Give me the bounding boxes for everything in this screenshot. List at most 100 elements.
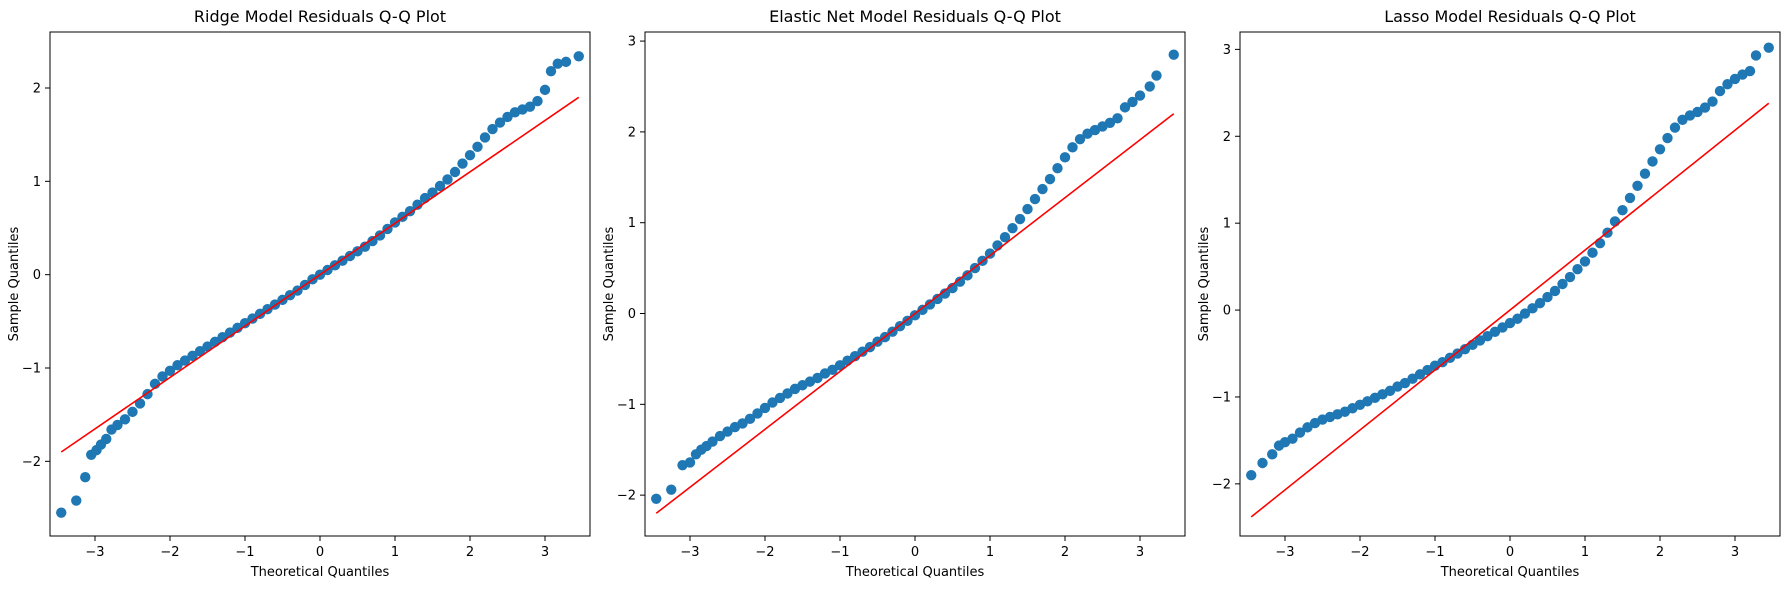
data-point: [1763, 42, 1774, 53]
data-point: [412, 199, 423, 210]
data-point: [1482, 330, 1493, 342]
data-point: [1639, 168, 1651, 179]
x-tick-label: −2: [755, 545, 774, 560]
data-point: [573, 51, 584, 62]
data-point: [1074, 133, 1086, 145]
y-tick-label: 0: [1223, 304, 1231, 319]
y-tick-label: 1: [628, 216, 636, 231]
data-point: [112, 419, 123, 431]
data-point: [1287, 433, 1298, 444]
y-tick-label: −2: [617, 489, 636, 504]
data-point: [932, 293, 943, 305]
data-point: [752, 408, 763, 419]
data-point: [1007, 222, 1018, 234]
data-point: [1707, 96, 1718, 107]
data-point: [1489, 326, 1501, 337]
y-tick-label: −1: [617, 398, 636, 413]
data-point: [1127, 96, 1138, 108]
data-point: [352, 246, 363, 257]
data-point: [1750, 50, 1762, 61]
data-point: [1104, 117, 1116, 129]
x-axis-label: Theoretical Quantiles: [845, 565, 985, 580]
data-point: [1722, 78, 1733, 90]
y-tick-label: 2: [1223, 130, 1231, 145]
data-point: [1437, 357, 1448, 368]
data-point: [232, 322, 243, 334]
x-tick-label: 3: [1731, 545, 1739, 560]
data-point: [939, 288, 951, 299]
data-point: [1422, 364, 1433, 376]
data-point: [194, 346, 206, 357]
data-point: [127, 406, 138, 418]
x-tick-label: 0: [1506, 545, 1514, 560]
data-point: [1029, 193, 1041, 205]
data-point: [487, 123, 498, 135]
y-tick-label: −1: [22, 362, 41, 377]
data-point: [722, 426, 733, 437]
y-tick-label: 1: [33, 175, 41, 190]
data-point: [1512, 313, 1523, 324]
data-point: [1549, 285, 1561, 297]
data-point: [834, 360, 846, 371]
data-point: [1654, 144, 1666, 155]
y-tick-label: 0: [628, 307, 636, 322]
data-point: [1044, 173, 1056, 185]
data-point: [1067, 142, 1078, 153]
data-point: [247, 313, 258, 324]
x-tick-label: −3: [1275, 545, 1294, 560]
data-point: [827, 364, 838, 376]
y-tick-label: 1: [1223, 217, 1231, 232]
x-tick-label: −1: [235, 545, 254, 560]
chart-title: Elastic Net Model Residuals Q-Q Plot: [769, 7, 1061, 26]
x-axis-label: Theoretical Quantiles: [250, 565, 390, 580]
data-point: [457, 158, 468, 169]
data-point: [479, 132, 491, 143]
y-tick-label: 2: [628, 125, 636, 140]
data-point: [172, 360, 183, 371]
x-tick-label: −1: [830, 545, 849, 560]
data-point: [1677, 114, 1688, 125]
data-point: [532, 95, 543, 107]
reference-line: [1250, 102, 1770, 518]
data-point: [472, 141, 483, 152]
x-tick-label: 2: [466, 545, 474, 560]
data-point: [80, 472, 91, 483]
data-point: [1662, 132, 1673, 144]
data-point: [1557, 278, 1568, 290]
data-point: [374, 230, 386, 241]
data-point: [1014, 213, 1026, 225]
x-tick-label: 1: [1581, 545, 1589, 560]
data-point: [1542, 291, 1553, 303]
data-point: [1744, 65, 1756, 77]
x-tick-label: −2: [1350, 545, 1369, 560]
qq-panel-2: Lasso Model Residuals Q-Q Plot −3 −2 −1 0 1 2 3…: [1197, 7, 1781, 580]
data-point: [1519, 308, 1531, 319]
data-point: [119, 414, 131, 425]
y-axis-label: Sample Quantiles: [602, 226, 617, 341]
data-point: [1729, 73, 1741, 85]
data-point: [984, 248, 996, 259]
data-point: [1692, 106, 1703, 118]
data-point: [1168, 49, 1179, 60]
data-point: [1119, 102, 1131, 113]
data-point: [1246, 469, 1257, 481]
data-point: [857, 346, 868, 357]
data-point: [1059, 152, 1071, 163]
data-point: [962, 270, 973, 281]
data-point: [434, 180, 446, 192]
data-point: [1302, 422, 1313, 433]
data-point: [1609, 216, 1621, 227]
x-tick-label: 3: [541, 545, 549, 560]
data-point: [254, 308, 266, 320]
x-axis-label: Theoretical Quantiles: [1440, 565, 1580, 580]
data-point: [1617, 204, 1628, 216]
data-point: [684, 457, 696, 468]
data-point: [1052, 163, 1063, 174]
data-points: [1246, 42, 1774, 481]
data-point: [1022, 203, 1033, 215]
data-points: [651, 49, 1179, 504]
data-point: [359, 241, 371, 252]
data-point: [737, 418, 748, 429]
y-tick-label: −1: [1212, 390, 1231, 405]
data-point: [947, 282, 958, 294]
